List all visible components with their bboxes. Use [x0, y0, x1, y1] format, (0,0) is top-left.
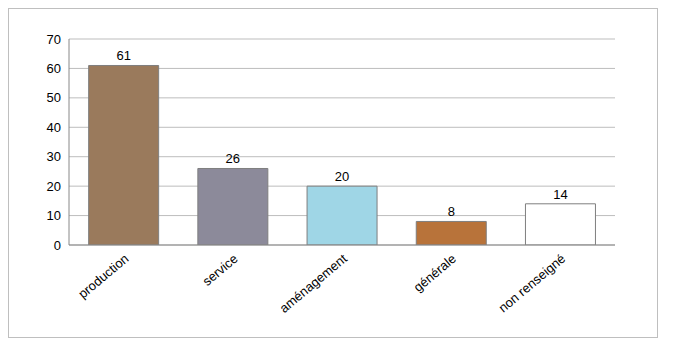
- svg-text:26: 26: [226, 151, 240, 166]
- svg-text:30: 30: [47, 149, 61, 164]
- svg-text:20: 20: [47, 179, 61, 194]
- svg-text:service: service: [199, 251, 240, 289]
- svg-text:20: 20: [335, 169, 349, 184]
- svg-text:générale: générale: [411, 251, 459, 295]
- svg-text:10: 10: [47, 208, 61, 223]
- svg-text:8: 8: [448, 204, 455, 219]
- svg-text:non renseigné: non renseigné: [495, 251, 568, 315]
- svg-text:40: 40: [47, 120, 61, 135]
- svg-text:14: 14: [553, 187, 567, 202]
- svg-text:50: 50: [47, 90, 61, 105]
- svg-text:61: 61: [116, 48, 130, 63]
- svg-text:70: 70: [47, 32, 61, 47]
- svg-text:60: 60: [47, 61, 61, 76]
- svg-text:0: 0: [54, 238, 61, 253]
- svg-text:production: production: [75, 251, 131, 302]
- svg-text:aménagement: aménagement: [277, 251, 351, 316]
